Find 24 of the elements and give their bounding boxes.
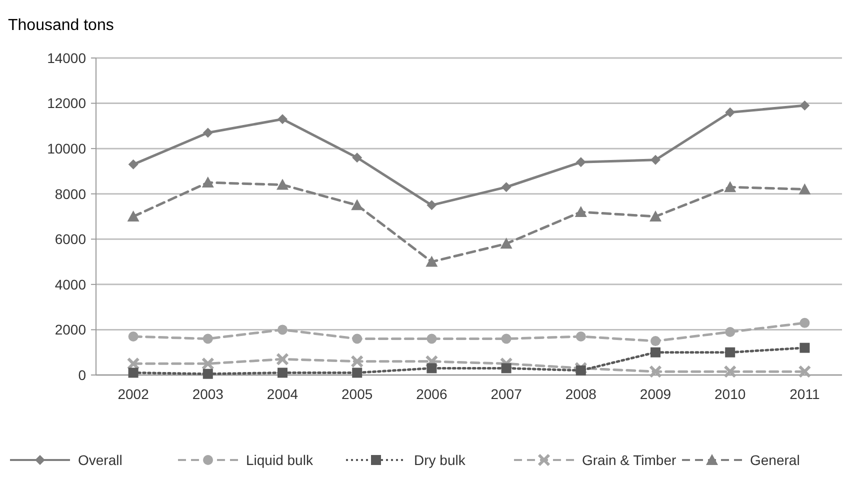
x-tick-label: 2009 xyxy=(640,386,672,402)
legend-label: General xyxy=(750,452,800,468)
y-tick-label: 12000 xyxy=(47,95,86,112)
legend-label: Overall xyxy=(78,452,122,468)
y-tick-label: 10000 xyxy=(47,140,86,156)
legend-label: Liquid bulk xyxy=(246,452,314,468)
y-tick-label: 2000 xyxy=(54,322,86,338)
y-tick-label: 8000 xyxy=(54,186,86,202)
x-tick-label: 2007 xyxy=(490,386,522,402)
x-tick-label: 2008 xyxy=(565,386,597,402)
x-tick-label: 2005 xyxy=(342,386,373,402)
legend-label: Grain & Timber xyxy=(582,452,676,468)
x-tick-label: 2006 xyxy=(416,386,448,402)
y-tick-label: 14000 xyxy=(47,50,86,66)
y-tick-label: 6000 xyxy=(54,231,86,248)
y-tick-label: 0 xyxy=(78,366,86,383)
x-tick-label: 2003 xyxy=(192,386,224,402)
x-tick-label: 2010 xyxy=(714,386,746,402)
x-tick-label: 2002 xyxy=(118,386,150,402)
legend-label: Dry bulk xyxy=(414,452,466,468)
x-tick-label: 2004 xyxy=(266,386,298,402)
y-tick-label: 4000 xyxy=(54,276,86,292)
y-axis-title: Thousand tons xyxy=(8,17,114,34)
x-tick-label: 2011 xyxy=(790,386,820,402)
